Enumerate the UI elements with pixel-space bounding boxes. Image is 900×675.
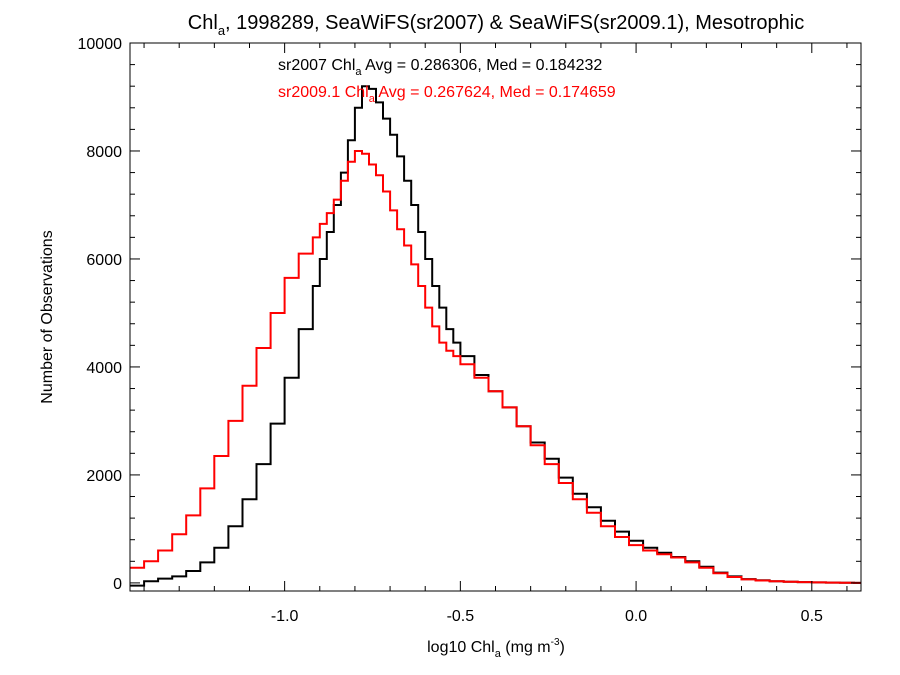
y-tick-label: 4000 <box>86 360 122 377</box>
y-tick-label: 0 <box>113 576 122 593</box>
x-tick-label: -1.0 <box>271 608 299 625</box>
x-tick-label: 0.0 <box>625 608 647 625</box>
y-axis-label: Number of Observations <box>39 230 56 403</box>
plot-frame <box>129 42 862 592</box>
tick-layer: -1.0 -0.5 0.0 0.5 0 2000 4000 6000 8000 10000 <box>78 36 861 625</box>
y-tick-label: 2000 <box>86 468 122 485</box>
y-tick-label: 8000 <box>86 144 122 161</box>
annotation-sr2007: sr2007 Chla Avg = 0.286306, Med = 0.1842… <box>278 57 602 78</box>
x-tick-label: -0.5 <box>447 608 475 625</box>
x-tick-label: 0.5 <box>801 608 823 625</box>
series-line-0 <box>130 85 861 587</box>
annotation-sr2009: sr2009.1 Chla Avg = 0.267624, Med = 0.17… <box>278 84 616 105</box>
series-line-1 <box>130 150 861 584</box>
chart-title: Chla, 1998289, SeaWiFS(sr2007) & SeaWiFS… <box>188 12 804 38</box>
y-tick-label: 6000 <box>86 252 122 269</box>
x-axis-label: log10 Chla (mg m-3) <box>427 637 565 660</box>
series-layer <box>130 85 861 587</box>
y-tick-label: 10000 <box>78 36 123 53</box>
